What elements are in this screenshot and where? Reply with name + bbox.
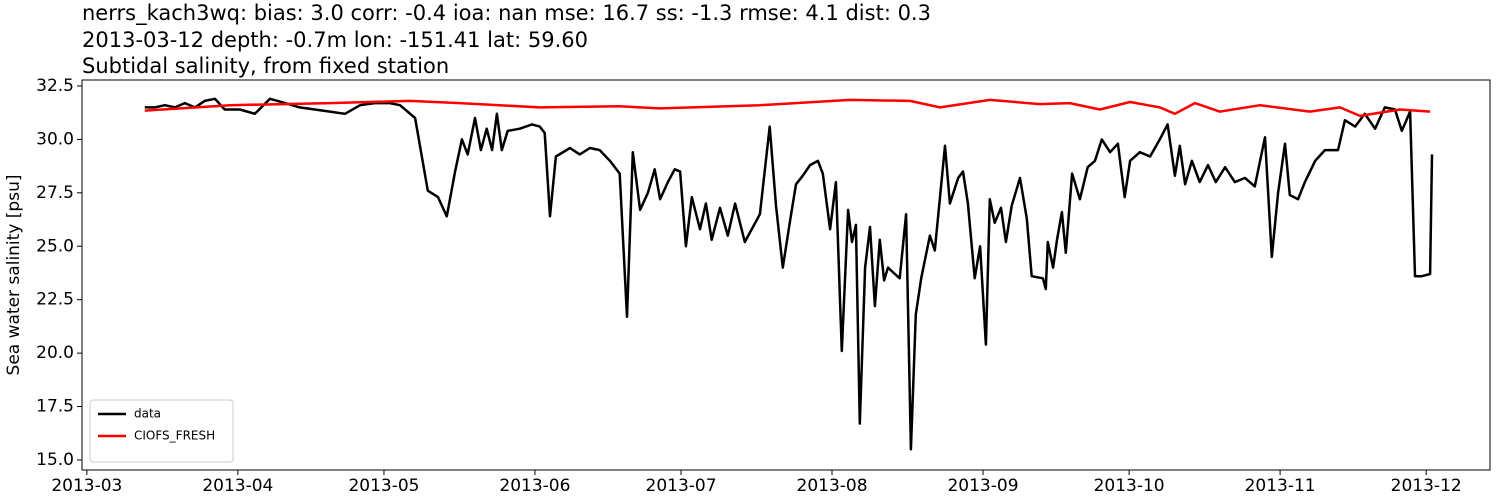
y-tick-label: 17.5 (36, 397, 74, 417)
y-tick-label: 30.0 (36, 129, 74, 149)
y-axis-label: Sea water salinity [psu] (4, 175, 24, 376)
chart-title: 2013-03-12 depth: -0.7m lon: -151.41 lat… (82, 28, 588, 52)
chart-title: nerrs_kach3wq: bias: 3.0 corr: -0.4 ioa:… (82, 1, 931, 26)
y-tick-label: 20.0 (36, 343, 74, 363)
x-tick-label: 2013-12 (1391, 476, 1462, 496)
y-tick-label: 15.0 (36, 450, 74, 470)
x-tick-label: 2013-11 (1245, 476, 1316, 496)
y-tick-label: 32.5 (36, 76, 74, 96)
x-tick-label: 2013-04 (202, 476, 273, 496)
legend-label: data (134, 407, 161, 421)
x-tick-label: 2013-06 (499, 476, 570, 496)
chart-title: Subtidal salinity, from fixed station (82, 54, 449, 78)
x-tick-label: 2013-07 (646, 476, 717, 496)
y-tick-label: 25.0 (36, 236, 74, 256)
plot-frame (81, 79, 1491, 471)
x-tick-label: 2013-10 (1094, 476, 1165, 496)
series-line (144, 98, 1431, 118)
x-tick-label: 2013-03 (51, 476, 122, 496)
y-tick-label: 27.5 (36, 183, 74, 203)
x-tick-label: 2013-08 (797, 476, 868, 496)
legend-label: CIOFS_FRESH (134, 429, 215, 443)
x-tick-label: 2013-05 (348, 476, 419, 496)
legend-box (89, 399, 234, 463)
y-tick-label: 22.5 (36, 290, 74, 310)
series-line (144, 97, 1434, 451)
x-tick-label: 2013-09 (947, 476, 1018, 496)
